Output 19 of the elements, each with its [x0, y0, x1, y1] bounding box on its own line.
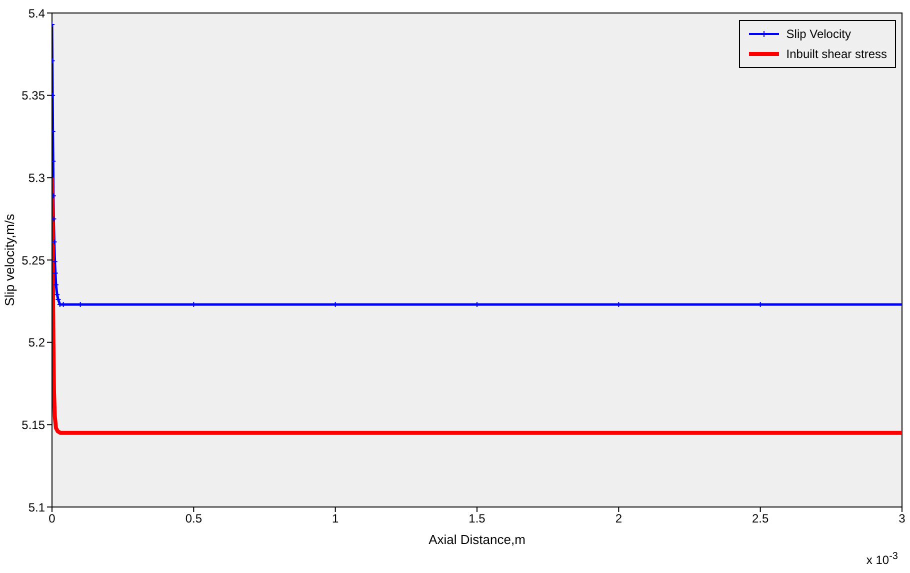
text: x 10$^{-3}$	[866, 551, 898, 567]
y-tick-label: 5.2	[28, 336, 46, 350]
x-tick-label: 2.5	[752, 512, 769, 526]
legend-label: Slip Velocity	[786, 26, 851, 43]
y-axis-title: Slip velocity,m/s	[2, 213, 17, 306]
x-tick-label: 1	[332, 512, 339, 526]
x-tick-label: 0	[48, 512, 56, 526]
x-tick-label: 3	[898, 512, 906, 526]
y-tick-label: 5.4	[28, 6, 46, 20]
y-tick-label: 5.3	[28, 170, 46, 185]
y-tick-label: 5.1	[28, 500, 46, 514]
y-tick-label: 5.15	[22, 418, 46, 432]
x-tick-label: 0.5	[185, 512, 202, 526]
legend-label: Inbuilt shear stress	[786, 46, 887, 63]
x-tick-label: 2	[615, 512, 622, 526]
x-axis-title: Axial Distance,m	[428, 532, 526, 548]
y-tick-label: 5.35	[22, 88, 46, 103]
y-tick-label: 5.25	[22, 253, 46, 268]
x-tick-label: 1.5	[468, 512, 486, 526]
